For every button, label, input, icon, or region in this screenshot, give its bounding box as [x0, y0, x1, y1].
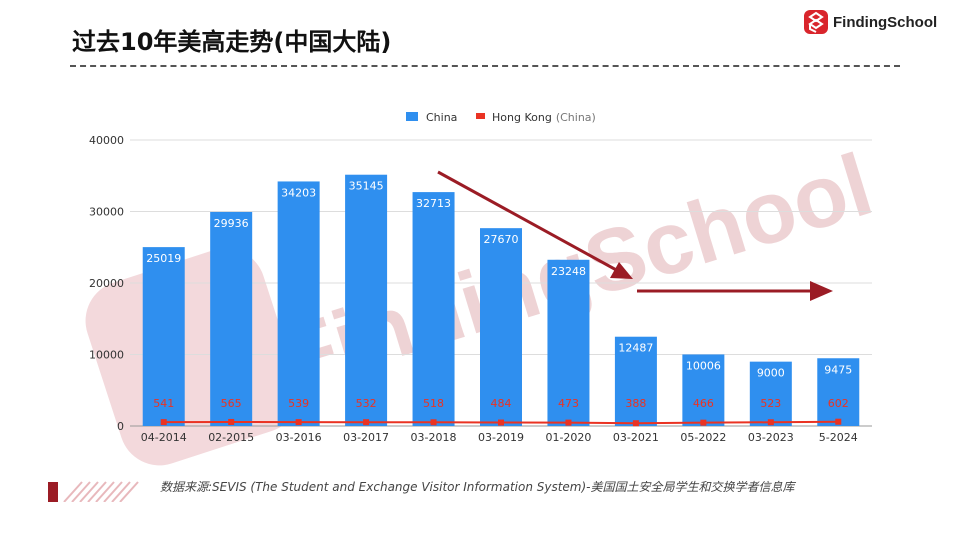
hongkong-value-label: 602	[828, 397, 849, 410]
hongkong-point	[430, 419, 437, 426]
x-axis-ticks: 04-2014 02-2015 03-2016 03-2017 03-2018 03-20…	[141, 431, 858, 444]
hongkong-value-label: 518	[423, 397, 444, 410]
x-tick-label: 01-2020	[545, 431, 591, 444]
hongkong-point	[835, 418, 842, 425]
brand-name: FindingSchool	[833, 13, 938, 31]
hongkong-point	[160, 419, 167, 426]
hongkong-value-label: 484	[491, 397, 512, 410]
bar-value-label: 32713	[416, 197, 451, 210]
y-tick-label: 0	[117, 420, 124, 433]
data-labels: 25019 29936 34203 35145 32713 27670 23248 12487…	[146, 180, 852, 410]
x-tick-label: 03-2016	[276, 431, 322, 444]
x-tick-label: 03-2017	[343, 431, 389, 444]
bar-value-label: 9475	[824, 363, 852, 376]
flat-arrow-head	[810, 281, 833, 301]
bar-value-label: 25019	[146, 252, 181, 265]
hongkong-value-label: 466	[693, 397, 714, 410]
brand-logo: FindingSchool	[803, 9, 937, 35]
y-tick-label: 40000	[89, 134, 124, 147]
title-divider	[70, 65, 900, 67]
bar-china	[749, 361, 792, 426]
x-tick-label: 04-2014	[141, 431, 187, 444]
bar-china	[210, 211, 253, 426]
bar-china	[142, 247, 185, 426]
china-bars	[142, 174, 860, 426]
legend: China Hong Kong (China)	[406, 111, 596, 124]
legend-hongkong-swatch	[476, 113, 485, 119]
hongkong-line	[160, 418, 842, 427]
bar-value-label: 34203	[281, 186, 316, 199]
hongkong-value-label: 539	[288, 397, 309, 410]
findingschool-logo-icon	[804, 10, 828, 34]
bar-value-label: 29936	[214, 217, 249, 230]
x-tick-label: 03-2018	[411, 431, 457, 444]
hongkong-point	[498, 419, 504, 426]
x-tick-label: 03-2021	[613, 431, 659, 444]
hongkong-point	[228, 418, 235, 425]
hongkong-point	[565, 419, 572, 426]
bar-value-label: 10006	[686, 359, 721, 372]
bar-china	[277, 181, 320, 426]
legend-hongkong-label: Hong Kong (China)	[492, 111, 596, 124]
x-tick-label: 5-2024	[819, 431, 858, 444]
bar-value-label: 27670	[484, 233, 519, 246]
bar-china	[480, 228, 522, 426]
y-tick-label: 20000	[89, 277, 124, 290]
bar-china	[817, 358, 860, 426]
hongkong-value-label: 565	[221, 397, 242, 410]
decline-arrow-line	[437, 170, 621, 274]
legend-china-swatch	[406, 112, 418, 121]
source-note: 数据来源:SEVIS (The Student and Exchange Vis…	[160, 480, 795, 494]
bar-value-label: 9000	[757, 367, 785, 380]
page-title: 过去10年美高走势(中国大陆)	[72, 28, 392, 56]
decline-arrow-head	[610, 262, 633, 279]
hongkong-point	[632, 420, 639, 427]
x-tick-label: 05-2022	[680, 431, 726, 444]
hongkong-value-label: 473	[558, 397, 579, 410]
x-tick-label: 02-2015	[208, 431, 254, 444]
hongkong-value-label: 532	[356, 397, 377, 410]
hongkong-value-label: 388	[625, 397, 646, 410]
bar-china	[614, 336, 657, 426]
legend-china-label: China	[426, 111, 457, 124]
bar-china	[682, 354, 725, 426]
bar-china	[547, 259, 590, 426]
y-tick-label: 30000	[89, 206, 124, 219]
trend-arrows	[437, 170, 833, 301]
bar-china	[345, 174, 388, 426]
hongkong-point	[363, 419, 370, 426]
x-tick-label: 03-2019	[478, 431, 524, 444]
hongkong-value-label: 541	[153, 397, 174, 410]
bar-value-label: 12487	[618, 342, 653, 355]
y-axis-ticks: 0 10000 20000 30000 40000	[89, 134, 124, 433]
hongkong-point	[700, 419, 707, 426]
hongkong-point	[767, 419, 774, 426]
x-tick-label: 03-2023	[748, 431, 794, 444]
bar-value-label: 35145	[349, 180, 384, 193]
bar-china	[412, 192, 455, 426]
bar-value-label: 23248	[551, 265, 586, 278]
hongkong-value-label: 523	[760, 397, 781, 410]
y-tick-label: 10000	[89, 349, 124, 362]
hongkong-point	[295, 419, 302, 426]
corner-decoration	[48, 481, 139, 502]
